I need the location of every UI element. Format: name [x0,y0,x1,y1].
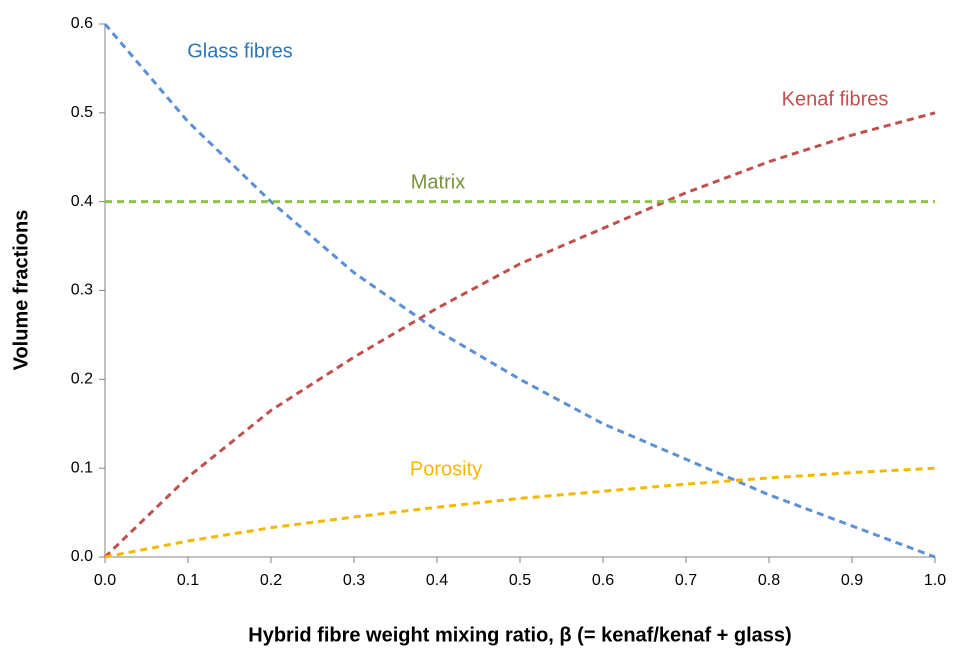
series-line [103,111,936,559]
series-line [104,466,936,559]
y-tick-label: 0.3 [71,282,93,299]
y-axis-title: Volume fractions [10,210,32,371]
y-tick-label: 0.6 [71,15,93,32]
y-tick-label: 0.2 [71,371,93,388]
x-tick-label: 0.8 [758,572,780,589]
x-tick-label: 0.9 [841,572,863,589]
x-tick-label: 0.4 [426,572,448,589]
y-tick-label: 0.4 [71,193,93,210]
series-line [103,23,936,559]
x-tick-label: 0.5 [509,572,531,589]
y-tick-label: 0.0 [71,548,93,565]
series-label: Porosity [410,458,482,480]
x-tick-label: 0.3 [343,572,365,589]
series-label: Glass fibres [187,40,293,62]
x-tick-label: 0.7 [675,572,697,589]
x-tick-label: 0.1 [177,572,199,589]
y-tick-label: 0.5 [71,104,93,121]
x-tick-label: 0.6 [592,572,614,589]
y-tick-label: 0.1 [71,459,93,476]
series-label: Kenaf fibres [782,88,889,110]
series-label: Matrix [411,171,465,193]
x-axis-title: Hybrid fibre weight mixing ratio, β (= k… [248,624,791,646]
x-tick-label: 0.0 [94,572,116,589]
x-tick-label: 0.2 [260,572,282,589]
x-tick-label: 1.0 [924,572,946,589]
